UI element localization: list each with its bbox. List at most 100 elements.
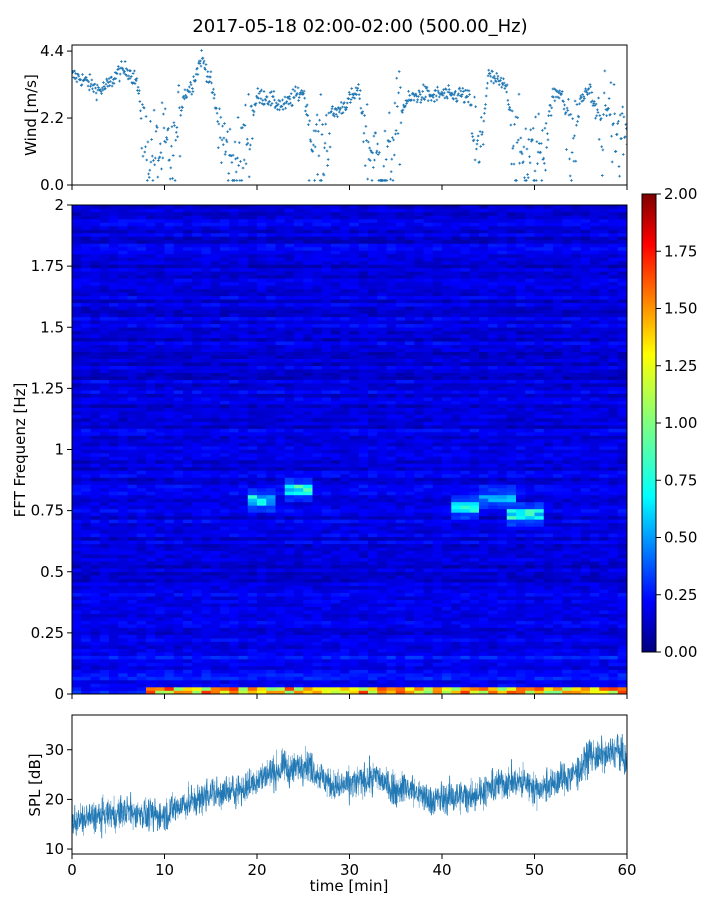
wind-point bbox=[168, 177, 172, 181]
spectrogram-cell bbox=[109, 578, 119, 583]
spectrogram-cell bbox=[247, 473, 258, 478]
spectrogram-cell bbox=[99, 407, 110, 412]
spectrogram-cell bbox=[155, 638, 165, 642]
spectrogram-cell bbox=[155, 575, 165, 580]
spectrogram-cell bbox=[136, 484, 147, 489]
spectrogram-cell bbox=[284, 631, 295, 635]
wind-point bbox=[434, 89, 437, 92]
spectrogram-cell bbox=[99, 512, 110, 517]
spectrogram-cell bbox=[183, 274, 193, 279]
spectrogram-cell bbox=[229, 666, 239, 670]
spectrogram-cell bbox=[173, 575, 184, 580]
spectrogram-cell bbox=[127, 439, 138, 443]
spectrogram-cell bbox=[72, 501, 82, 506]
wind-point bbox=[344, 108, 348, 111]
wind-point bbox=[617, 120, 620, 123]
spectrogram-cell bbox=[127, 578, 138, 583]
spectrogram-cell bbox=[284, 666, 295, 670]
spectrogram-cell bbox=[90, 533, 101, 538]
spectrogram-cell bbox=[99, 631, 110, 635]
spectrogram-cell bbox=[220, 236, 230, 241]
spectrogram-cell bbox=[294, 446, 304, 450]
spectrogram-cell bbox=[109, 334, 119, 339]
spectrogram-cell bbox=[118, 250, 128, 255]
wind-point bbox=[518, 161, 521, 165]
spectrogram-cell bbox=[201, 529, 212, 534]
spectrogram-cell bbox=[303, 575, 313, 580]
spectrogram-cell bbox=[331, 376, 341, 380]
spectrogram-cell bbox=[136, 557, 147, 562]
spectrogram-cell bbox=[220, 383, 230, 387]
spectrogram-cell bbox=[146, 295, 156, 300]
spectrogram-cell bbox=[109, 543, 119, 548]
spectrogram-cell bbox=[155, 264, 165, 269]
spectrogram-cell bbox=[109, 425, 119, 429]
spectrogram-cell bbox=[90, 323, 101, 328]
spectrogram-cell bbox=[136, 662, 147, 667]
spectrogram-cell bbox=[173, 302, 184, 307]
spectrogram-cell bbox=[118, 253, 128, 258]
spectrogram-cell bbox=[321, 456, 332, 461]
wind-point bbox=[123, 70, 126, 73]
spectrogram-cell bbox=[127, 211, 138, 216]
spectrogram-cell bbox=[127, 596, 138, 600]
spectrogram-cell bbox=[220, 508, 230, 513]
wind-point bbox=[566, 109, 569, 112]
spectrogram-cell bbox=[201, 323, 212, 328]
spectrogram-cell bbox=[136, 610, 147, 614]
spectrogram-cell bbox=[229, 652, 239, 656]
spectrogram-cell bbox=[109, 442, 119, 447]
spectrogram-cell bbox=[331, 274, 341, 279]
spectrogram-cell bbox=[164, 543, 175, 548]
wind-point bbox=[173, 124, 176, 127]
spectrogram-cell bbox=[201, 589, 212, 593]
spectrogram-cell bbox=[164, 659, 175, 663]
wind-point bbox=[146, 140, 150, 144]
spectrogram-cell bbox=[303, 456, 313, 461]
spectrogram-cell bbox=[257, 484, 267, 489]
spectrogram-cell bbox=[331, 243, 341, 248]
spectrogram-cell bbox=[303, 439, 313, 443]
spectrogram-cell bbox=[155, 680, 165, 684]
spectrogram-cell bbox=[109, 606, 119, 611]
spectrogram-cell bbox=[312, 606, 323, 611]
spectrogram-cell bbox=[173, 554, 184, 559]
spectrogram-cell bbox=[192, 561, 202, 566]
spectrogram-cell bbox=[164, 327, 175, 332]
spectrogram-cell bbox=[229, 348, 239, 352]
spectrogram-cell bbox=[220, 225, 230, 230]
wind-point bbox=[600, 145, 603, 148]
spectrogram-cell bbox=[266, 274, 276, 279]
spectrogram-cell bbox=[294, 320, 304, 325]
spectrogram-cell bbox=[155, 561, 165, 566]
spectrogram-cell bbox=[331, 652, 341, 656]
spectrogram-cell bbox=[303, 631, 313, 635]
spectrogram-cell bbox=[312, 456, 323, 461]
wind-point bbox=[126, 77, 130, 81]
spectrogram-cell bbox=[229, 404, 239, 408]
spectrogram-cell bbox=[201, 253, 212, 258]
spectrogram-cell bbox=[136, 659, 147, 663]
spectrogram-cell bbox=[238, 582, 249, 587]
spectrogram-cell bbox=[118, 568, 128, 573]
spectrogram-cell bbox=[146, 470, 156, 475]
spectrogram-cell bbox=[81, 278, 91, 283]
spectrogram-cell bbox=[303, 327, 313, 332]
spectrogram-cell bbox=[109, 575, 119, 580]
spectrogram-cell bbox=[99, 624, 110, 628]
spectrogram-cell bbox=[192, 494, 202, 499]
spectrogram-cell bbox=[210, 295, 221, 300]
spectrogram-cell bbox=[284, 515, 295, 520]
spectrogram-cell bbox=[192, 501, 202, 506]
spectrogram-cell bbox=[220, 666, 230, 670]
spectrogram-cell bbox=[173, 428, 184, 433]
spectrogram-cell bbox=[321, 313, 332, 318]
spectrogram-cell bbox=[72, 327, 82, 332]
spectrogram-cell bbox=[99, 344, 110, 349]
spectrogram-cell bbox=[183, 501, 193, 506]
spectrogram-cell bbox=[127, 508, 138, 513]
wind-point bbox=[221, 124, 224, 128]
wind-point bbox=[256, 87, 260, 90]
spectrogram-cell bbox=[257, 561, 267, 566]
spectrogram-cell bbox=[303, 620, 313, 625]
